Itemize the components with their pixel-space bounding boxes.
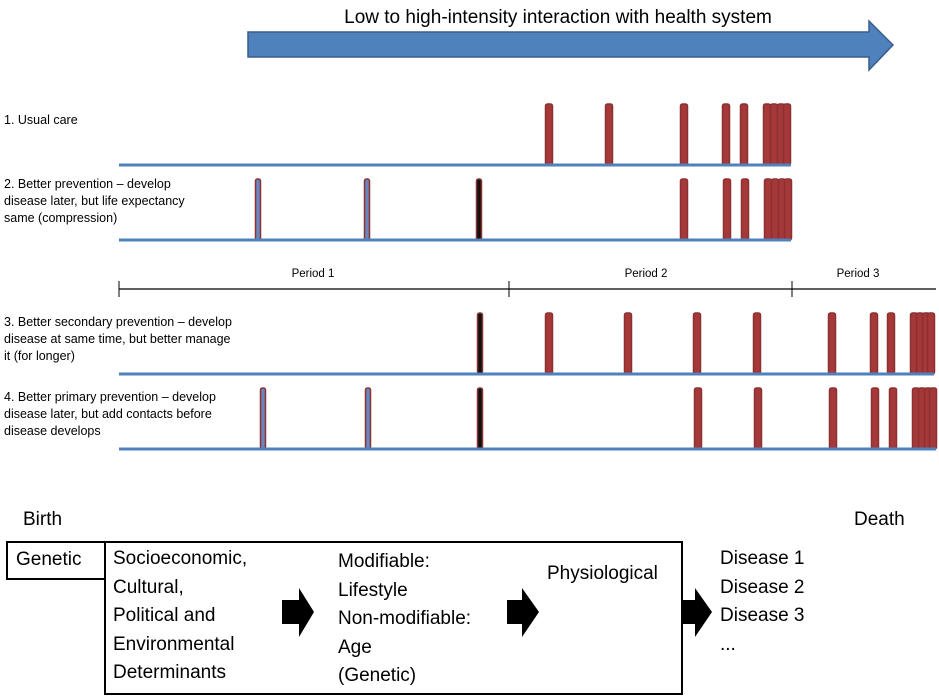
death-label: Death [854,509,905,530]
scenario-label-primary-prevention: 4. Better primary prevention – develop d… [4,390,216,438]
genetic-label: Genetic [16,549,82,570]
period-3-label: Period 3 [836,268,880,280]
determinants-text: Socioeconomic, Cultural, Political and E… [113,548,248,683]
contact-bar-prevention-blue [363,178,371,241]
scenario-label-usual-care: 1. Usual care [4,113,78,127]
contact-bar-prevention-black [475,178,483,241]
physiological-text: Physiological [547,563,658,584]
contact-bar-treatment [544,312,554,375]
period-2-label: Period 2 [624,268,668,280]
contact-bar-treatment [740,178,750,241]
intensity-arrow-label: Low to high-intensity interaction with h… [344,7,772,28]
contact-bar-treatment [604,103,614,166]
contact-bar-treatment [870,387,880,450]
contact-bar-prevention-blue [364,387,372,450]
contact-bar-treatment [753,387,763,450]
contact-bar-treatment [692,312,702,375]
contact-bar-prevention-black [476,387,484,450]
contact-bar-treatment [783,178,793,241]
contact-bar-treatment [888,387,898,450]
contact-bar-treatment [679,178,689,241]
scenario-label-better-prevention: 2. Better prevention – develop disease l… [4,177,185,225]
intensity-arrow-shape [247,19,895,72]
genetic-box: Genetic [6,541,106,580]
contact-bar-treatment [544,103,554,166]
contact-bar-prevention-blue [259,387,267,450]
diseases-list: Disease 1 Disease 2 Disease 3 ... [720,548,805,655]
contact-bar-prevention-blue [254,178,262,241]
contact-bar-treatment [928,387,938,450]
period-1-label: Period 1 [291,268,335,280]
contact-bar-treatment [693,387,703,450]
arrow-right-icon [681,588,712,637]
contact-bar-treatment [827,312,837,375]
contact-bar-treatment [762,103,772,166]
contact-bar-prevention-black [476,312,484,375]
contact-bar-treatment [623,312,633,375]
contact-bar-treatment [770,178,780,241]
contact-bar-treatment [782,103,792,166]
contact-bar-treatment [722,178,732,241]
contact-bar-treatment [886,312,896,375]
contact-bar-treatment [739,103,749,166]
birth-label: Birth [23,509,63,530]
contact-bar-treatment [721,103,731,166]
contact-bar-treatment [926,312,936,375]
scenario-timelines [118,103,938,451]
contact-bar-treatment [763,178,773,241]
risk-factors-text: Modifiable: Lifestyle Non-modifiable: Ag… [338,551,472,686]
contact-bar-treatment [769,103,779,166]
contact-bar-treatment [869,312,879,375]
contact-bar-treatment [752,312,762,375]
scenario-label-secondary-prevention: 3. Better secondary prevention – develop… [4,315,232,363]
contact-bar-treatment [828,387,838,450]
contact-bar-treatment [679,103,689,166]
intensity-arrow [247,19,895,72]
